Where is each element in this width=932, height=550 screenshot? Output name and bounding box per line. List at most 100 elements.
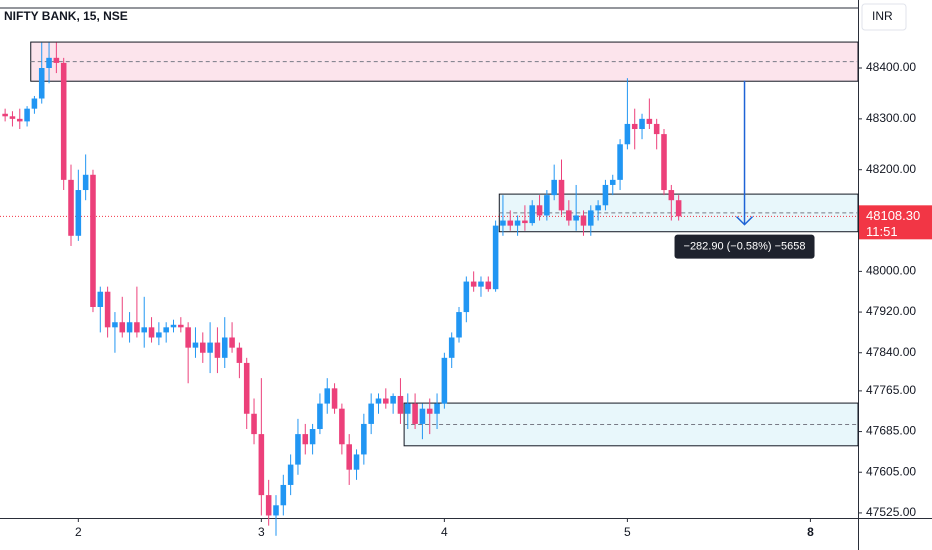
candle-body — [324, 388, 331, 404]
candle-body — [97, 291, 104, 307]
candle-body — [456, 312, 462, 338]
candle-body — [302, 434, 309, 445]
candle-body — [280, 484, 287, 506]
candle-body — [287, 464, 294, 485]
candle-body — [258, 434, 265, 496]
candle-body — [375, 398, 382, 404]
candle-body — [558, 179, 565, 211]
chart-title: NIFTY BANK, 15, NSE — [4, 9, 128, 23]
candle-body — [31, 98, 38, 109]
candle-body — [361, 423, 367, 455]
measure-arrowhead — [735, 216, 754, 226]
candle-body — [339, 408, 345, 445]
x-tick-label: 3 — [258, 525, 265, 539]
candle-body — [609, 179, 616, 185]
candle-body — [544, 195, 550, 216]
candle-body — [580, 215, 587, 226]
measure-label-box — [674, 234, 815, 259]
candle-body — [309, 429, 316, 445]
candle-body — [229, 337, 235, 348]
candle-body — [221, 337, 228, 358]
x-tick-label: 2 — [75, 525, 82, 539]
candle-body — [631, 123, 638, 130]
candle-body — [295, 434, 301, 465]
y-tick-label: 47920.00 — [866, 304, 916, 318]
candle-body — [207, 342, 213, 353]
candle-body — [639, 118, 645, 130]
candle-body — [178, 324, 184, 328]
candle-body — [346, 444, 352, 470]
y-tick-label: 47605.00 — [866, 464, 916, 478]
candle-body — [38, 68, 45, 99]
candle-body — [134, 322, 140, 333]
candle-body — [500, 220, 506, 226]
candle-body — [602, 184, 609, 206]
y-tick-label: 48300.00 — [866, 111, 916, 125]
candle-body — [478, 281, 484, 287]
measure-label: −282.90 (−0.58%) −5658 — [684, 241, 806, 253]
last-price-label: 48108.30 — [866, 208, 920, 223]
candle-body — [317, 403, 323, 430]
countdown: 11:51 — [866, 224, 898, 239]
candle-body — [412, 403, 418, 424]
candle-body — [112, 322, 118, 328]
candle-body — [75, 190, 82, 236]
candle-body — [353, 454, 360, 470]
candle-body — [273, 505, 279, 516]
candle-body — [185, 327, 191, 348]
candle-body — [236, 347, 243, 363]
candle-body — [653, 123, 660, 135]
candle-body — [46, 57, 52, 68]
candle-body — [163, 327, 169, 333]
candle-body — [463, 281, 470, 313]
candle-body — [566, 210, 572, 221]
y-tick-label: 47840.00 — [866, 345, 916, 359]
currency-button[interactable] — [861, 3, 907, 31]
candle-body — [514, 220, 521, 226]
candle-body — [156, 332, 162, 338]
candle-body — [536, 205, 543, 216]
candle-body — [434, 403, 440, 414]
candle-body — [529, 205, 536, 224]
candle-body — [588, 210, 594, 226]
candle-body — [200, 342, 206, 353]
candle-body — [16, 118, 23, 122]
candle-body — [492, 225, 499, 290]
candle-body — [448, 337, 455, 358]
candle-body — [24, 108, 30, 122]
y-tick-label: 48000.00 — [866, 264, 916, 278]
candle-body — [419, 408, 426, 424]
candle-body — [485, 281, 492, 290]
y-tick-label: 47525.00 — [866, 505, 916, 519]
currency[interactable]: INR — [872, 9, 893, 23]
y-tick-label: 47685.00 — [866, 424, 916, 438]
candle-body — [404, 403, 411, 414]
candle-body — [397, 395, 404, 414]
candle-body — [251, 413, 257, 435]
candle-body — [661, 134, 667, 191]
candle-body — [551, 179, 557, 196]
candle-body — [214, 342, 221, 358]
y-tick-label: 48400.00 — [866, 60, 916, 74]
y-tick-label: 48200.00 — [866, 162, 916, 176]
candle-body — [426, 408, 433, 414]
candle-body — [192, 342, 199, 348]
candle-body — [104, 291, 111, 328]
candle-body — [265, 495, 272, 516]
candle-body — [573, 215, 579, 221]
candle-body — [141, 327, 148, 333]
candle-body — [126, 322, 133, 333]
candle-body — [243, 362, 250, 414]
candle-body — [170, 324, 177, 328]
candle-body — [119, 322, 126, 333]
candle-body — [646, 118, 653, 124]
candle-body — [368, 403, 374, 424]
candle-body — [595, 205, 601, 211]
x-tick-label: 5 — [624, 525, 631, 539]
y-tick-label: 47765.00 — [866, 383, 916, 397]
candle-body — [668, 190, 675, 201]
candle-body — [390, 395, 396, 404]
candle-body — [441, 357, 448, 404]
candle-body — [331, 388, 338, 409]
last-price-tag — [859, 205, 932, 240]
